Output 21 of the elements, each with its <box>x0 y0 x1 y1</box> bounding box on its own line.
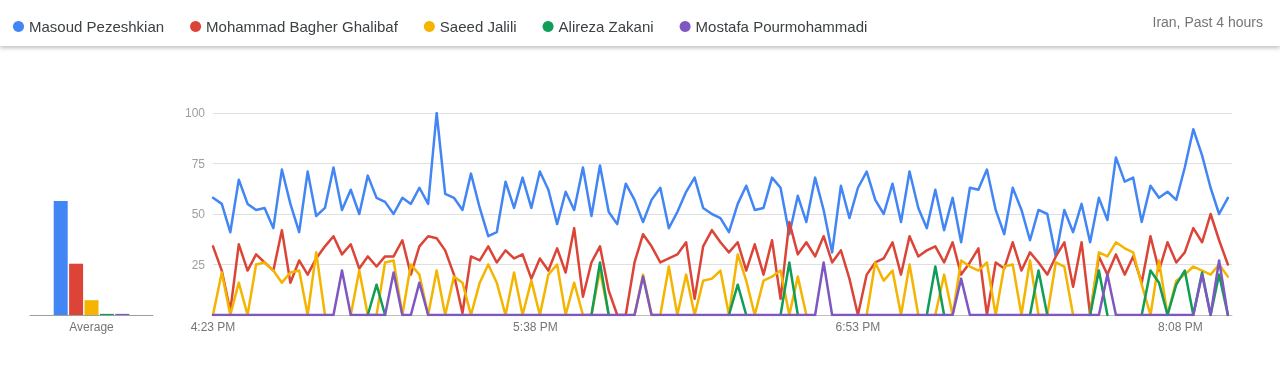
x-tick-label: 6:53 PM <box>835 320 881 334</box>
line-series <box>211 259 1230 317</box>
line-series <box>211 111 1230 258</box>
legend-label: Mostafa Pourmohammadi <box>695 18 868 35</box>
bar <box>69 263 84 315</box>
x-tick-label: Average <box>69 320 115 334</box>
x-tick-label: 5:38 PM <box>513 320 558 334</box>
legend-label: Saeed Jalili <box>439 18 517 35</box>
bar <box>53 201 68 315</box>
legend-label: Mohammad Bagher Ghalibaf <box>206 18 399 35</box>
y-tick-label: 25 <box>191 257 206 272</box>
y-tick-label: 50 <box>191 207 206 221</box>
x-tick-label: 8:08 PM <box>1158 320 1203 334</box>
chart-subtitle: Iran, Past 4 hours <box>1152 14 1264 30</box>
y-tick-label: 75 <box>191 156 206 171</box>
x-tick-label: 4:23 PM <box>190 320 236 334</box>
y-tick-label: 100 <box>184 106 206 120</box>
legend-label: Masoud Pezeshkian <box>29 18 165 35</box>
line-series <box>211 212 1230 317</box>
bar <box>84 300 99 315</box>
legend-label: Alireza Zakani <box>558 18 654 35</box>
